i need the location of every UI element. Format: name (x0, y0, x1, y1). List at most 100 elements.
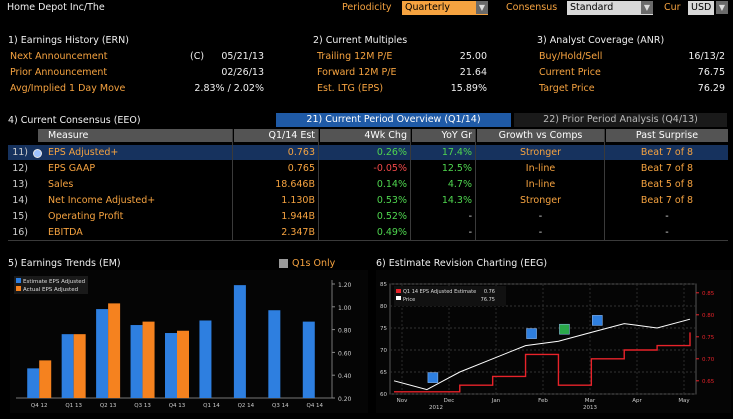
estimate-bar (268, 310, 281, 398)
x-tick-label: Q1 14 (203, 403, 220, 409)
legend-swatch-estimate (396, 289, 401, 293)
event-marker-icon (592, 315, 603, 326)
past-surprise: - (665, 211, 669, 222)
current-consensus-header[interactable]: 4) Current Consensus (EEO) (8, 115, 141, 126)
tab-current-period[interactable]: 21) Current Period Overview (Q1/14) (276, 113, 511, 127)
estimate-bar (165, 333, 177, 398)
col-4wk-chg[interactable]: 4Wk Chg (320, 129, 410, 142)
x-tick-label: Mar (585, 398, 596, 404)
chevron-down-icon[interactable]: ▼ (716, 1, 728, 14)
column-divider (604, 129, 605, 240)
y-tick-label: 0.20 (338, 396, 352, 403)
confirmed-flag: (C) (190, 51, 205, 62)
q1s-only-checkbox[interactable] (279, 259, 288, 268)
x-tick-label: Q3 14 (272, 403, 289, 409)
col-measure[interactable]: Measure (38, 129, 232, 142)
four-week-change: 0.53% (376, 195, 407, 206)
x-tick-label: Q4 12 (31, 403, 48, 409)
growth-vs-comps: - (538, 211, 543, 222)
measure-name: EPS Adjusted+ (48, 147, 119, 158)
legend-swatch-actual (16, 286, 21, 291)
top-bar: Home Depot Inc/The Periodicity Quarterly… (0, 0, 733, 17)
estimate-bar (233, 285, 246, 398)
y-tick-label: 0.60 (338, 350, 352, 357)
currency-select[interactable]: USD (688, 1, 714, 15)
legend-swatch-price (396, 296, 401, 300)
estimate-bar (302, 321, 315, 398)
left-tick-label: 85 (380, 282, 387, 288)
column-divider (410, 129, 411, 240)
row-select-radio-icon[interactable] (33, 213, 40, 220)
estimate-revision-header[interactable]: 6) Estimate Revision Charting (EEG) (376, 258, 548, 269)
row-number: 12) (12, 163, 28, 174)
y-tick-label: 0.40 (338, 373, 352, 380)
event-marker-icon (559, 323, 570, 335)
past-surprise: Beat 5 of 8 (640, 179, 694, 190)
row-number: 13) (12, 179, 28, 190)
col-growth-vs-comps[interactable]: Growth vs Comps (477, 129, 604, 142)
buy-hold-sell-value: 16/13/2 (688, 51, 725, 62)
row-select-radio-icon[interactable] (33, 229, 40, 236)
past-surprise: Beat 7 of 8 (640, 163, 694, 174)
year-label: 2012 (429, 405, 443, 411)
consensus-select[interactable]: Standard ▼ (567, 1, 653, 15)
earnings-trends-header[interactable]: 5) Earnings Trends (EM) (8, 258, 121, 269)
table-row[interactable]: 15) Operating Profit 1.944B 0.52% - - - (8, 209, 728, 224)
table-row[interactable]: 12) EPS GAAP 0.765 -0.05% 12.5% In-line Beat 7… (8, 161, 728, 176)
earnings-trends-svg: 0.20 0.40 0.60 0.80 1.00 1.20 Q4 12 Q1 13 Q2 13 Q… (10, 270, 368, 413)
row-select-radio-icon[interactable] (33, 197, 40, 204)
growth-vs-comps: Stronger (519, 195, 562, 206)
col-estimate[interactable]: Q1/14 Est (234, 129, 318, 142)
legend-actual: Actual EPS Adjusted (23, 287, 78, 293)
legend-price-value: 76.75 (481, 297, 495, 303)
prior-announcement-label: Prior Announcement (10, 67, 108, 78)
table-row[interactable]: 14) Net Income Adjusted+ 1.130B 0.53% 14.3% S… (8, 193, 728, 208)
x-tick-label: Feb (538, 398, 548, 404)
y-tick-label: 0.80 (338, 328, 352, 335)
past-surprise: Beat 7 of 8 (640, 195, 694, 206)
yoy-growth: 4.7% (447, 179, 472, 190)
row-number: 16) (12, 227, 28, 238)
x-tick-label: Q2 13 (100, 403, 117, 409)
col-past-surprise[interactable]: Past Surprise (606, 129, 728, 142)
table-row[interactable]: 16) EBITDA 2.347B 0.49% - - - (8, 225, 728, 240)
earnings-history-header[interactable]: 1) Earnings History (ERN) (8, 35, 129, 46)
ltg-label: Est. LTG (EPS) (317, 83, 384, 94)
consensus-value: Standard (570, 2, 614, 13)
year-label: 2013 (583, 405, 597, 411)
analyst-coverage-header[interactable]: 3) Analyst Coverage (ANR) (537, 35, 665, 46)
current-multiples-header[interactable]: 2) Current Multiples (313, 35, 408, 46)
current-price-value: 76.75 (697, 67, 725, 78)
periodicity-select[interactable]: Quarterly ▼ (402, 1, 488, 15)
x-tick-label: Q4 13 (169, 403, 186, 409)
table-row[interactable]: 11) EPS Adjusted+ 0.763 0.26% 17.4% Stronger B… (8, 145, 728, 160)
estimate-value: 2.347B (281, 227, 315, 238)
forward-pe-value: 21.64 (459, 67, 487, 78)
estimate-bar (27, 368, 40, 398)
table-row[interactable]: 13) Sales 18.646B 0.14% 4.7% In-line Beat 5 of… (8, 177, 728, 192)
yoy-growth: - (468, 227, 472, 238)
prior-announcement-value: 02/26/13 (221, 67, 264, 78)
x-tick-label: Apr (632, 398, 642, 404)
measure-name: EBITDA (48, 227, 83, 238)
measure-name: Operating Profit (48, 211, 124, 222)
next-announcement-value: 05/21/13 (221, 51, 264, 62)
chevron-down-icon[interactable]: ▼ (476, 1, 488, 14)
x-tick-label: Jan (491, 398, 501, 404)
measure-name: EPS GAAP (48, 163, 96, 174)
measure-name: Sales (48, 179, 74, 190)
day-move-value: 2.83% / 2.02% (194, 83, 264, 94)
right-tick-label: 0.65 (702, 379, 715, 385)
q1s-only-label: Q1s Only (292, 258, 336, 269)
row-select-radio-icon[interactable] (33, 149, 42, 158)
col-yoy-gr[interactable]: YoY Gr (412, 129, 475, 142)
column-divider (232, 129, 233, 240)
periodicity-label: Periodicity (342, 2, 392, 13)
x-tick-label: Nov (397, 398, 408, 404)
chevron-down-icon[interactable]: ▼ (641, 1, 653, 14)
tab-prior-period[interactable]: 22) Prior Period Analysis (Q4/13) (514, 113, 727, 127)
row-select-radio-icon[interactable] (33, 165, 40, 172)
legend-estimate-value: 0.76 (484, 289, 495, 295)
row-select-radio-icon[interactable] (33, 181, 40, 188)
trailing-pe-value: 25.00 (459, 51, 487, 62)
